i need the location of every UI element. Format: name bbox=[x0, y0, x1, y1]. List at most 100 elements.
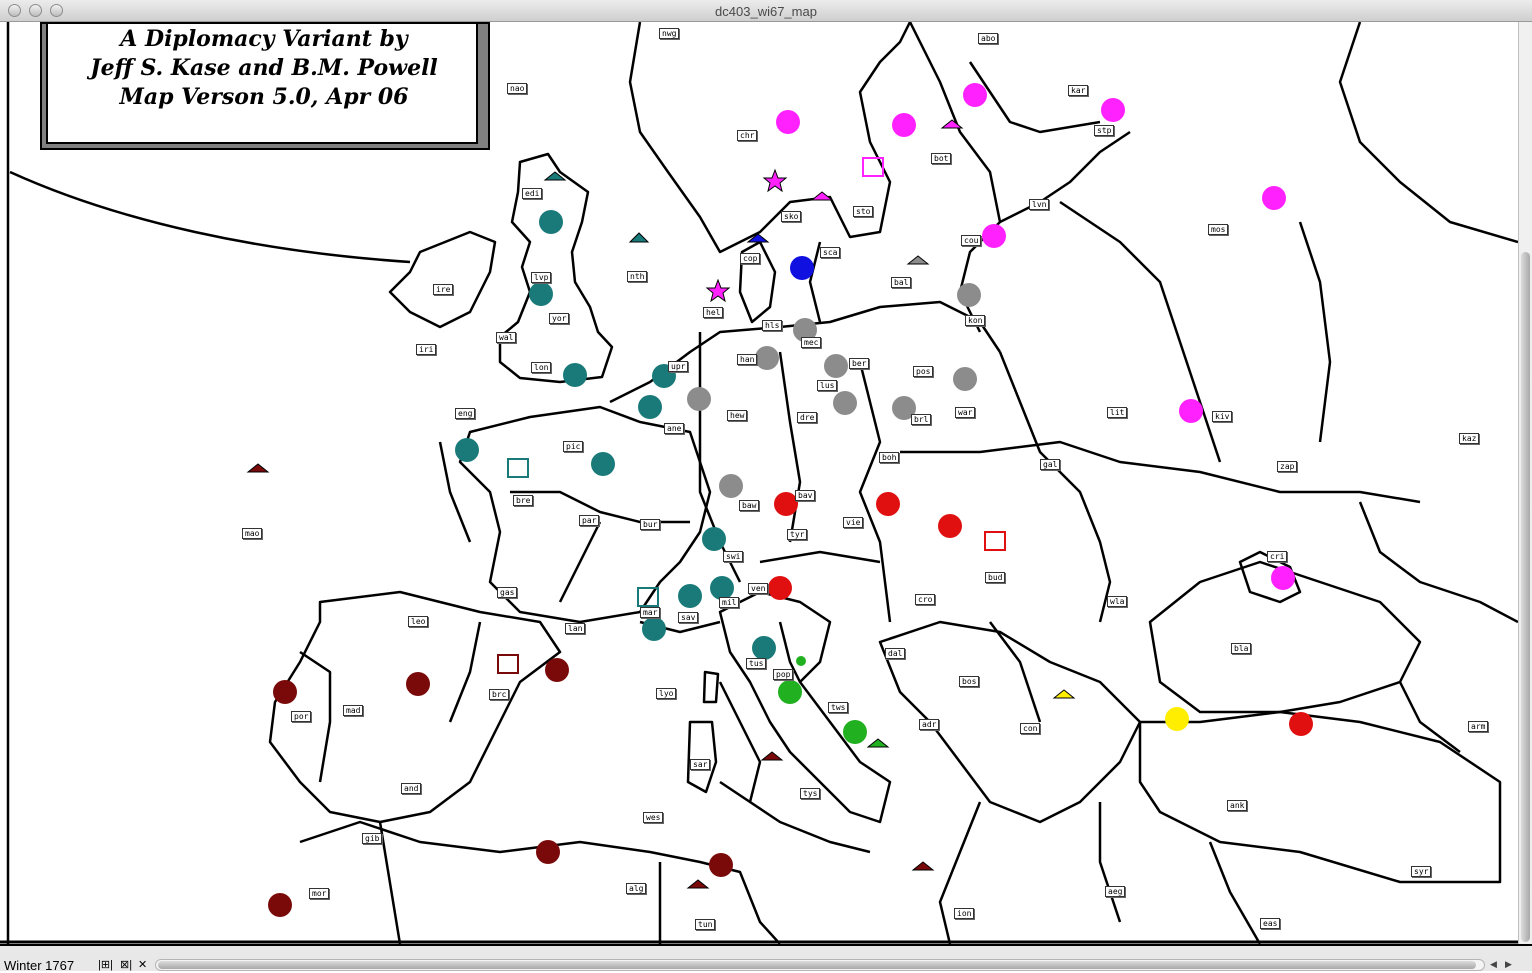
province-label[interactable]: pop bbox=[773, 669, 794, 680]
province-label[interactable]: bla bbox=[1231, 643, 1252, 654]
province-label[interactable]: lvp bbox=[531, 272, 552, 283]
scroll-left-arrow-icon[interactable]: ◀ bbox=[1490, 959, 1497, 969]
province-label[interactable]: tys bbox=[800, 788, 821, 799]
province-label[interactable]: war bbox=[955, 407, 976, 418]
province-label[interactable]: mar bbox=[640, 607, 661, 618]
province-label[interactable]: eas bbox=[1260, 918, 1281, 929]
close-window-button[interactable] bbox=[8, 4, 21, 17]
province-label[interactable]: ion bbox=[954, 908, 975, 919]
province-label[interactable]: zap bbox=[1277, 461, 1298, 472]
province-label[interactable]: cop bbox=[740, 253, 761, 264]
province-label[interactable]: sar bbox=[690, 759, 711, 770]
province-label[interactable]: ank bbox=[1227, 800, 1248, 811]
province-label[interactable]: pos bbox=[913, 366, 934, 377]
province-label[interactable]: cou bbox=[961, 235, 982, 246]
province-label[interactable]: dal bbox=[885, 648, 906, 659]
province-label[interactable]: chr bbox=[737, 130, 758, 141]
province-label[interactable]: vie bbox=[843, 517, 864, 528]
province-label[interactable]: bot bbox=[931, 153, 952, 164]
province-label[interactable]: sto bbox=[853, 206, 874, 217]
province-label[interactable]: mad bbox=[343, 705, 364, 716]
province-label[interactable]: boh bbox=[879, 452, 900, 463]
province-label[interactable]: leo bbox=[408, 616, 429, 627]
province-label[interactable]: tun bbox=[695, 919, 716, 930]
province-label[interactable]: bav bbox=[795, 490, 816, 501]
province-label[interactable]: bur bbox=[640, 519, 661, 530]
province-label[interactable]: syr bbox=[1411, 866, 1432, 877]
province-label[interactable]: sca bbox=[820, 247, 841, 258]
diplomacy-map[interactable]: A Diplomacy Variant by Jeff S. Kase and … bbox=[0, 22, 1532, 944]
province-label[interactable]: par bbox=[579, 515, 600, 526]
province-label[interactable]: arm bbox=[1468, 721, 1489, 732]
vertical-scroll-thumb[interactable] bbox=[1521, 252, 1530, 942]
horizontal-scroll-thumb[interactable] bbox=[158, 961, 1476, 969]
province-label[interactable]: kar bbox=[1068, 85, 1089, 96]
horizontal-scrollbar[interactable] bbox=[155, 959, 1485, 971]
province-label[interactable]: kon bbox=[965, 315, 986, 326]
province-label[interactable]: stp bbox=[1094, 125, 1115, 136]
province-label[interactable]: baw bbox=[739, 500, 760, 511]
province-label[interactable]: kiv bbox=[1212, 411, 1233, 422]
province-label[interactable]: iri bbox=[416, 344, 437, 355]
province-label[interactable]: swi bbox=[723, 551, 744, 562]
split-icon[interactable]: ⊠| bbox=[120, 959, 133, 971]
province-label[interactable]: adr bbox=[919, 719, 940, 730]
province-label[interactable]: wal bbox=[496, 332, 517, 343]
province-label[interactable]: ire bbox=[433, 284, 454, 295]
province-label[interactable]: ber bbox=[849, 358, 870, 369]
province-label[interactable]: bal bbox=[891, 277, 912, 288]
minimize-window-button[interactable] bbox=[29, 4, 42, 17]
province-label[interactable]: con bbox=[1020, 723, 1041, 734]
province-label[interactable]: sko bbox=[781, 211, 802, 222]
province-label[interactable]: upr bbox=[668, 361, 689, 372]
province-label[interactable]: mos bbox=[1208, 224, 1229, 235]
province-label[interactable]: mao bbox=[242, 528, 263, 539]
province-label[interactable]: gas bbox=[497, 587, 518, 598]
province-label[interactable]: brl bbox=[911, 414, 932, 425]
province-label[interactable]: lit bbox=[1107, 407, 1128, 418]
province-label[interactable]: tws bbox=[828, 702, 849, 713]
province-label[interactable]: gal bbox=[1040, 459, 1061, 470]
vertical-scrollbar[interactable] bbox=[1518, 22, 1532, 944]
province-label[interactable]: abo bbox=[978, 33, 999, 44]
province-label[interactable]: dre bbox=[797, 412, 818, 423]
province-label[interactable]: eng bbox=[455, 408, 476, 419]
province-label[interactable]: kaz bbox=[1459, 433, 1480, 444]
province-label[interactable]: lan bbox=[565, 623, 586, 634]
province-label[interactable]: mil bbox=[719, 597, 740, 608]
province-label[interactable]: lyo bbox=[656, 688, 677, 699]
zoom-window-button[interactable] bbox=[50, 4, 63, 17]
province-label[interactable]: and bbox=[401, 783, 422, 794]
province-label[interactable]: cri bbox=[1267, 551, 1288, 562]
close-icon[interactable]: ✕ bbox=[138, 959, 148, 971]
province-label[interactable]: bud bbox=[985, 572, 1006, 583]
province-label[interactable]: pic bbox=[563, 441, 584, 452]
province-label[interactable]: mor bbox=[309, 888, 330, 899]
province-label[interactable]: por bbox=[291, 711, 312, 722]
province-label[interactable]: nwg bbox=[659, 28, 680, 39]
province-label[interactable]: lvn bbox=[1029, 199, 1050, 210]
province-label[interactable]: han bbox=[737, 354, 758, 365]
province-label[interactable]: wla bbox=[1107, 596, 1128, 607]
province-label[interactable]: nao bbox=[507, 83, 528, 94]
province-label[interactable]: ane bbox=[664, 423, 685, 434]
resize-icon[interactable]: |⊞| bbox=[98, 959, 113, 971]
province-label[interactable]: ven bbox=[748, 583, 769, 594]
province-label[interactable]: tyr bbox=[787, 529, 808, 540]
province-label[interactable]: lus bbox=[817, 380, 838, 391]
province-label[interactable]: edi bbox=[522, 188, 543, 199]
province-label[interactable]: bos bbox=[959, 676, 980, 687]
province-label[interactable]: mec bbox=[801, 337, 822, 348]
province-label[interactable]: hew bbox=[727, 410, 748, 421]
province-label[interactable]: sav bbox=[678, 612, 699, 623]
province-label[interactable]: nth bbox=[627, 271, 648, 282]
province-label[interactable]: hel bbox=[703, 307, 724, 318]
province-label[interactable]: tus bbox=[746, 658, 767, 669]
province-label[interactable]: hls bbox=[762, 320, 783, 331]
province-label[interactable]: gib bbox=[362, 833, 383, 844]
province-label[interactable]: alg bbox=[626, 883, 647, 894]
province-label[interactable]: aeg bbox=[1105, 886, 1126, 897]
province-label[interactable]: brc bbox=[489, 689, 510, 700]
province-label[interactable]: wes bbox=[643, 812, 664, 823]
province-label[interactable]: yor bbox=[549, 313, 570, 324]
